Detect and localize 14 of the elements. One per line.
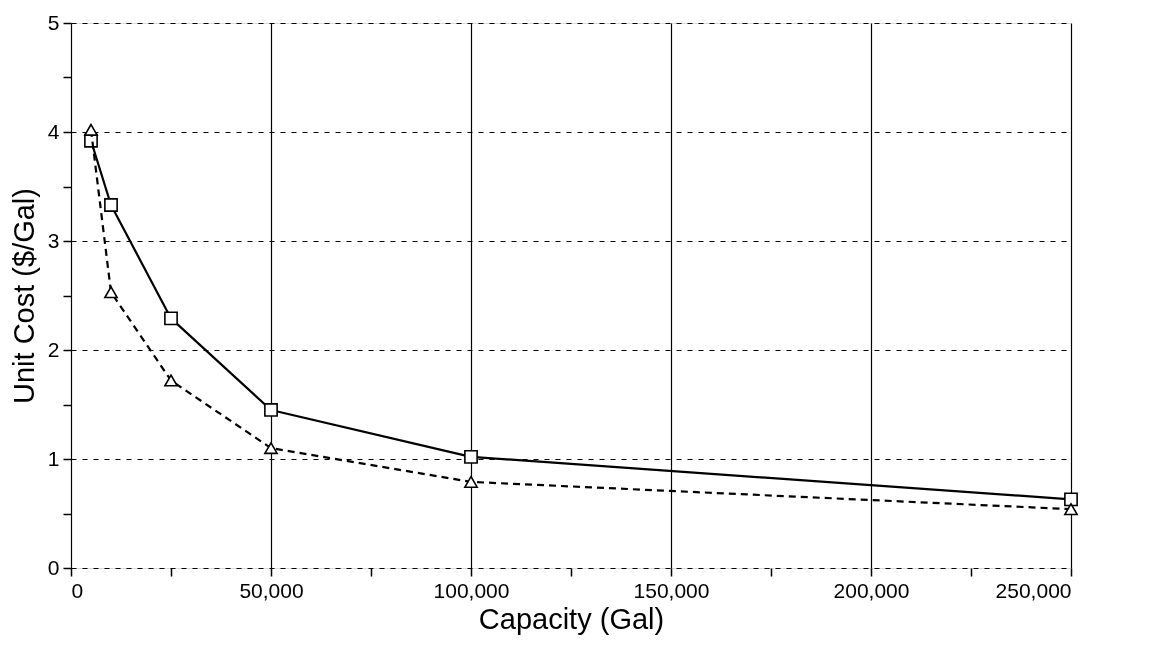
x-tick-label: 0 [71,578,84,602]
x-tick-label: 200,000 [833,578,910,602]
x-tick-label: 250,000 [995,578,1072,602]
x-tick-label: 150,000 [633,578,710,602]
y-tick-label: 2 [47,337,60,361]
y-tick-label: 5 [47,10,60,34]
y-tick-label: 1 [47,446,60,470]
y-tick-label: 3 [47,228,60,252]
x-tick-label: 100,000 [433,578,510,602]
y-tick-label: 0 [47,555,60,579]
x-axis-title: Capacity (Gal) [478,602,665,635]
y-axis-title: Unit Cost ($/Gal) [7,188,40,404]
x-tick-label: 50,000 [239,578,304,602]
y-tick-label: 4 [47,119,60,143]
